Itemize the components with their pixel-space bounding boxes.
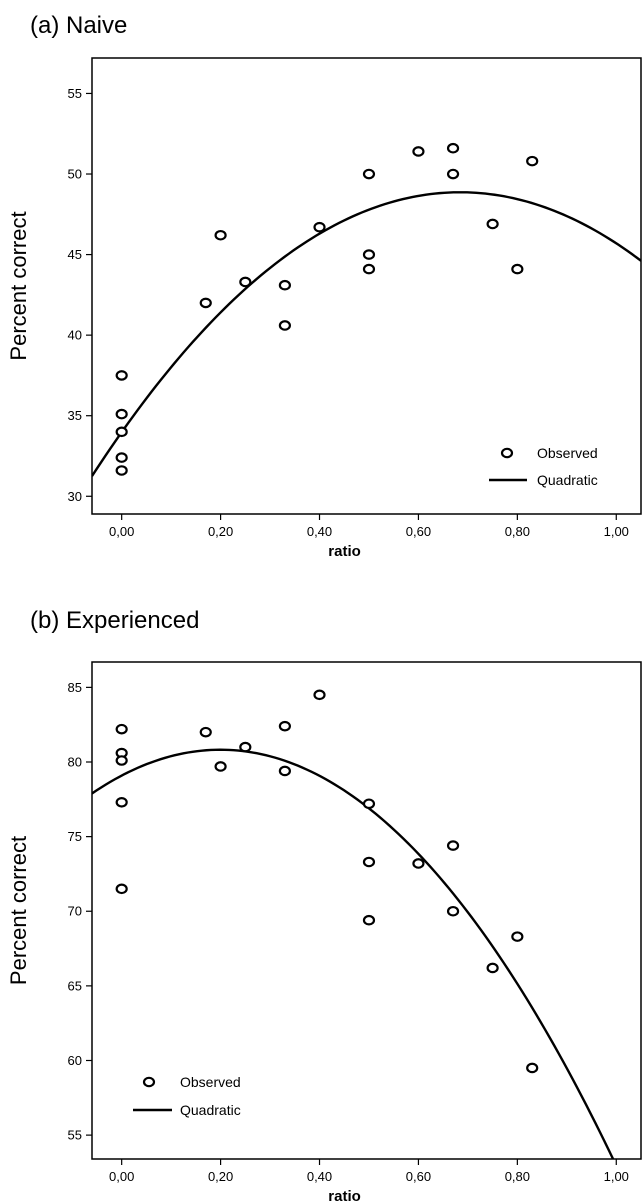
- x-tick-label: 0,20: [208, 1169, 233, 1184]
- observed-point: [278, 279, 291, 291]
- legend-quadratic-label: Quadratic: [180, 1102, 241, 1118]
- x-tick-label: 1,00: [604, 1169, 629, 1184]
- y-tick-label: 55: [68, 1128, 82, 1143]
- x-tick-label: 0,40: [307, 524, 332, 539]
- y-tick-label: 35: [68, 408, 82, 423]
- observed-point: [362, 168, 376, 180]
- x-tick-label: 0,20: [208, 524, 233, 539]
- observed-point: [214, 761, 227, 772]
- observed-point: [313, 221, 326, 233]
- observed-point: [214, 229, 227, 241]
- observed-point: [446, 905, 460, 917]
- x-tick-label: 0,40: [307, 1169, 332, 1184]
- x-tick-label: 0,80: [505, 524, 530, 539]
- observed-point: [115, 883, 128, 895]
- y-axis-title: Percent correct: [6, 211, 31, 360]
- y-tick-label: 40: [68, 328, 82, 343]
- observed-point: [278, 320, 291, 331]
- legend-quadratic-label: Quadratic: [537, 472, 598, 488]
- y-tick-label: 70: [68, 904, 82, 919]
- observed-point: [239, 276, 252, 288]
- observed-point: [446, 168, 460, 180]
- observed-point: [526, 1062, 539, 1074]
- x-tick-label: 0,00: [109, 1169, 134, 1184]
- observed-point: [115, 452, 128, 463]
- x-tick-label: 0,00: [109, 524, 134, 539]
- y-tick-label: 45: [68, 247, 82, 262]
- observed-point: [278, 720, 291, 732]
- observed-point: [115, 796, 128, 808]
- x-tick-label: 0,80: [505, 1169, 530, 1184]
- y-tick-label: 75: [68, 829, 82, 844]
- observed-point: [115, 426, 128, 438]
- x-tick-label: 1,00: [604, 524, 629, 539]
- observed-point: [199, 297, 212, 309]
- observed-point: [239, 741, 252, 753]
- observed-point: [446, 142, 460, 154]
- observed-point: [446, 840, 460, 851]
- scatter-chart-experienced: 55 60 65 70 75 80 85 0,00 0,20 0,40 0,60 0,80 1,00 ra…: [6, 661, 642, 1202]
- scatter-chart-naive: 30 35 40 45 50 55 0,00 0,20 0,40 0,60 0,80 1,00 rati…: [6, 57, 642, 560]
- x-axis-title: ratio: [328, 1188, 361, 1202]
- y-tick-label: 85: [68, 680, 82, 695]
- x-tick-label: 0,60: [406, 1169, 431, 1184]
- observed-point: [362, 914, 376, 926]
- observed-point: [362, 856, 376, 868]
- legend-observed-marker: [142, 1076, 156, 1088]
- quadratic-fit-line: [92, 191, 641, 477]
- observed-point: [115, 465, 128, 476]
- observed-point: [115, 723, 128, 735]
- legend-observed-marker: [500, 447, 514, 459]
- plot-frame: [91, 57, 642, 515]
- y-tick-label: 30: [68, 489, 82, 504]
- observed-point: [486, 962, 499, 974]
- y-tick-label: 60: [68, 1053, 82, 1068]
- chart-panel-naive: (a) Naive 30 35 40 45 50 55 0,00 0,20 0,40 0,60 0,…: [6, 12, 642, 560]
- observed-point: [362, 798, 376, 810]
- observed-point: [511, 931, 524, 942]
- observed-point: [511, 263, 524, 275]
- observed-point: [278, 765, 291, 777]
- observed-point: [412, 858, 425, 869]
- observed-point: [486, 218, 499, 230]
- observed-point: [115, 755, 128, 766]
- observed-point: [412, 146, 425, 157]
- y-tick-label: 80: [68, 754, 82, 769]
- observed-point: [526, 155, 539, 167]
- observed-point: [199, 726, 212, 738]
- observed-point: [362, 263, 376, 275]
- observed-point: [362, 249, 376, 260]
- y-tick-label: 65: [68, 978, 82, 993]
- quadratic-fit-line: [92, 748, 615, 1159]
- y-tick-label: 55: [68, 86, 82, 101]
- chart-title: (b) Experienced: [30, 607, 200, 634]
- chart-title: (a) Naive: [30, 12, 128, 39]
- observed-point: [313, 689, 326, 701]
- observed-point: [115, 408, 128, 420]
- legend-observed-label: Observed: [537, 445, 598, 461]
- x-axis-title: ratio: [328, 543, 361, 560]
- x-tick-label: 0,60: [406, 524, 431, 539]
- chart-panel-experienced: (b) Experienced 55 60 65 70 75 80 85 0,00 0,20 0,…: [0, 601, 642, 1202]
- observed-point: [115, 370, 128, 381]
- y-tick-label: 50: [68, 167, 82, 182]
- y-axis-title: Percent correct: [6, 836, 31, 985]
- legend-observed-label: Observed: [180, 1074, 241, 1090]
- plot-frame: [91, 661, 642, 1160]
